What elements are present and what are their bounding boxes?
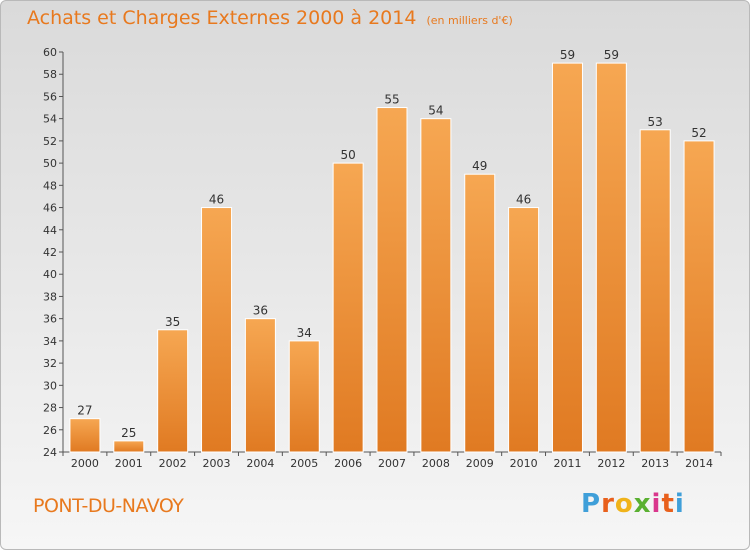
x-tick-label: 2008 xyxy=(422,457,450,470)
bar-2000 xyxy=(69,418,101,453)
bar-2001 xyxy=(113,440,145,453)
x-tick-label: 2009 xyxy=(466,457,494,470)
bar-2008 xyxy=(420,118,452,453)
data-labels: 27 25 35 46 36 34 50 55 54 49 46 59 59 53 52 xyxy=(77,48,706,440)
y-tick-label: 46 xyxy=(43,202,57,215)
logo-letter: P xyxy=(581,489,602,519)
bar-2003 xyxy=(201,207,233,453)
data-label-2002: 35 xyxy=(165,315,180,329)
data-label-2006: 50 xyxy=(340,148,355,162)
logo-letter: i xyxy=(674,489,685,519)
bar-2004 xyxy=(244,318,276,453)
y-tick-label: 56 xyxy=(43,90,57,103)
bar-2007 xyxy=(376,107,408,453)
data-label-2001: 25 xyxy=(121,426,136,440)
bar-2005 xyxy=(288,340,320,453)
y-tick-label: 34 xyxy=(43,335,57,348)
bar-2010 xyxy=(508,207,540,453)
data-label-2005: 34 xyxy=(297,326,312,340)
x-tick-label: 2000 xyxy=(71,457,99,470)
x-tick-label: 2002 xyxy=(159,457,187,470)
logo-letter: x xyxy=(633,489,652,519)
chart-title: Achats et Charges Externes 2000 à 2014 (e… xyxy=(27,7,513,29)
data-label-2007: 55 xyxy=(384,93,399,107)
bar-2013 xyxy=(639,129,671,453)
unit-text: (en milliers d'€) xyxy=(426,14,513,27)
bar-2012 xyxy=(595,62,627,453)
y-tick-label: 40 xyxy=(43,268,57,281)
y-tick-label: 60 xyxy=(43,46,57,59)
commune-name: PONT-DU-NAVOY xyxy=(33,495,184,517)
bar-2009 xyxy=(464,173,496,453)
x-tick-label: 2006 xyxy=(334,457,362,470)
y-tick-label: 30 xyxy=(43,379,57,392)
y-tick-label: 50 xyxy=(43,157,57,170)
x-tick-label: 2012 xyxy=(597,457,625,470)
y-tick-label: 24 xyxy=(43,446,57,459)
data-label-2004: 36 xyxy=(253,304,268,318)
logo-letter: t xyxy=(661,489,675,519)
proxiti-logo: Proxiti xyxy=(581,489,685,519)
x-tick-label: 2010 xyxy=(510,457,538,470)
x-tick-label: 2007 xyxy=(378,457,406,470)
data-label-2008: 54 xyxy=(428,104,443,118)
data-label-2013: 53 xyxy=(648,115,663,129)
x-tick-label: 2003 xyxy=(203,457,231,470)
x-tick-label: 2005 xyxy=(290,457,318,470)
logo-letter: o xyxy=(614,489,634,519)
data-label-2003: 46 xyxy=(209,193,224,207)
bar-2002 xyxy=(157,329,189,453)
data-label-2012: 59 xyxy=(604,48,619,62)
x-tick-label: 2001 xyxy=(115,457,143,470)
bar-2011 xyxy=(551,62,583,453)
y-tick-label: 48 xyxy=(43,179,57,192)
y-tick-label: 54 xyxy=(43,113,57,126)
y-tick-label: 42 xyxy=(43,246,57,259)
x-tick-label: 2004 xyxy=(246,457,274,470)
logo-letter: i xyxy=(651,489,662,519)
data-label-2000: 27 xyxy=(77,404,92,418)
data-label-2009: 49 xyxy=(472,159,487,173)
y-tick-label: 32 xyxy=(43,357,57,370)
y-tick-label: 36 xyxy=(43,313,57,326)
y-tick-label: 52 xyxy=(43,135,57,148)
y-tick-label: 28 xyxy=(43,402,57,415)
bar-2014 xyxy=(683,140,715,453)
y-tick-label: 38 xyxy=(43,290,57,303)
x-tick-label: 2013 xyxy=(641,457,669,470)
logo-letter: r xyxy=(601,489,615,519)
x-tick-label: 2014 xyxy=(685,457,713,470)
bars xyxy=(69,62,715,453)
bar-2006 xyxy=(332,162,364,453)
y-tick-label: 44 xyxy=(43,224,57,237)
y-tick-label: 26 xyxy=(43,424,57,437)
x-tick-label: 2011 xyxy=(553,457,581,470)
y-tick-label: 58 xyxy=(43,68,57,81)
title-text: Achats et Charges Externes 2000 à 2014 xyxy=(27,7,417,29)
data-label-2011: 59 xyxy=(560,48,575,62)
data-label-2014: 52 xyxy=(691,126,706,140)
data-label-2010: 46 xyxy=(516,193,531,207)
